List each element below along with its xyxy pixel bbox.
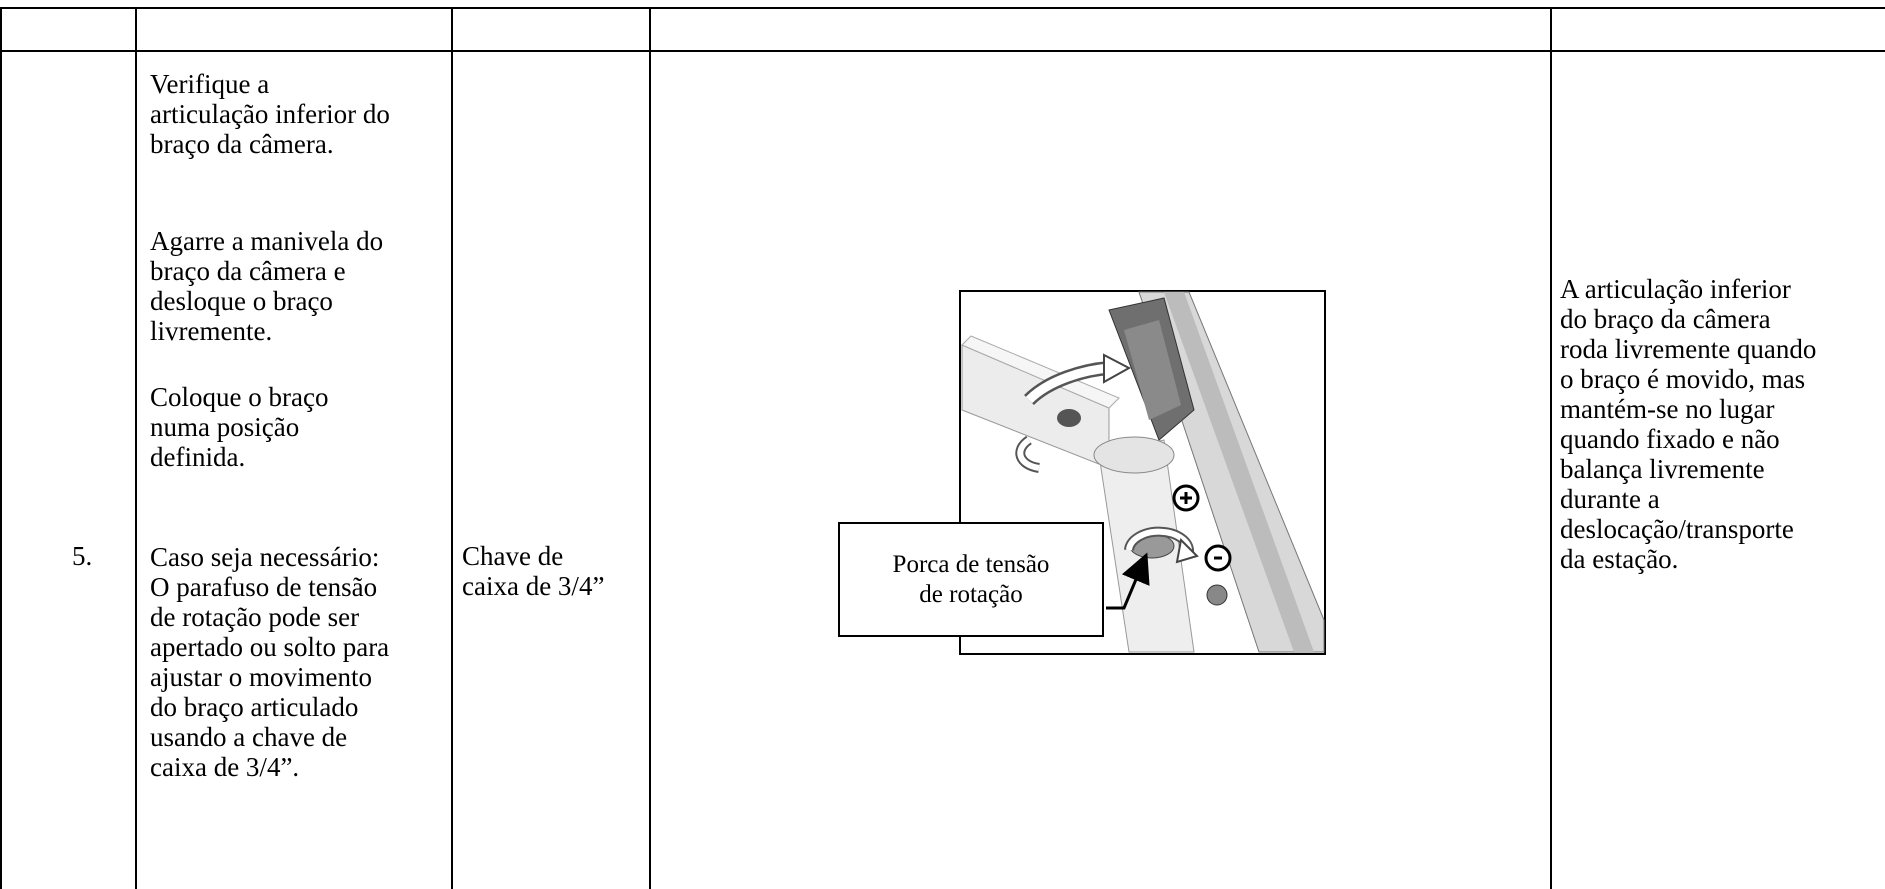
table-border <box>0 7 1885 9</box>
text-line: O parafuso de tensão <box>150 572 378 602</box>
text-line: definida. <box>150 442 246 472</box>
text-line: caixa de 3/4”. <box>150 752 300 782</box>
text-line: usando a chave de <box>150 722 348 752</box>
text-line: livremente. <box>150 316 273 346</box>
table-border <box>0 50 1885 52</box>
text-line: braço da câmera. <box>150 129 334 159</box>
result: A articulação inferior do braço da câmera… <box>1560 274 1816 574</box>
table-border <box>1550 7 1552 889</box>
text-line: Porca de tensão <box>892 550 1050 578</box>
text-line: o braço é movido, mas <box>1560 364 1806 394</box>
step-number: 5. <box>72 541 93 571</box>
text-line: apertado ou solto para <box>150 632 390 662</box>
text-line: do braço articulado <box>150 692 359 722</box>
text-line: Coloque o braço <box>150 382 329 412</box>
tool: Chave de caixa de 3/4” <box>462 541 604 601</box>
text-line: do braço da câmera <box>1560 304 1771 334</box>
figure <box>959 290 1326 655</box>
text-line: de rotação <box>919 580 1023 608</box>
text-line: articulação inferior do <box>150 99 390 129</box>
text-line: Caso seja necessário: <box>150 542 380 572</box>
text-line: roda livremente quando <box>1560 334 1817 364</box>
text-line: Chave de <box>462 541 564 571</box>
text-line: numa posição <box>150 412 300 442</box>
text-line: quando fixado e não <box>1560 424 1780 454</box>
text-line: balança livremente <box>1560 454 1765 484</box>
text-line: durante a <box>1560 484 1660 514</box>
instruction-paragraph: Verifique a articulação inferior do braço … <box>150 69 390 159</box>
text-line: desloque o braço <box>150 286 333 316</box>
text-line: braço da câmera e <box>150 256 346 286</box>
instruction-paragraph: Coloque o braço numa posição definida. <box>150 382 328 472</box>
figure-callout: Porca de tensão de rotação <box>838 522 1104 637</box>
table-border <box>451 7 453 889</box>
text-line: A articulação inferior <box>1560 274 1791 304</box>
table-border <box>135 7 137 889</box>
text-line: Agarre a manivela do <box>150 226 384 256</box>
text-line: mantém-se no lugar <box>1560 394 1775 424</box>
instruction-paragraph: Agarre a manivela do braço da câmera e des… <box>150 226 383 346</box>
text-line: caixa de 3/4” <box>462 571 605 601</box>
text-line: ajustar o movimento <box>150 662 372 692</box>
instruction-paragraph: Caso seja necessário: O parafuso de tensã… <box>150 542 389 782</box>
text-line: de rotação pode ser <box>150 602 360 632</box>
table-border <box>649 7 651 889</box>
text-line: Verifique a <box>150 69 270 99</box>
text-line: deslocação/transporte <box>1560 514 1794 544</box>
table-border <box>0 7 2 889</box>
text-line: da estação. <box>1560 544 1679 574</box>
